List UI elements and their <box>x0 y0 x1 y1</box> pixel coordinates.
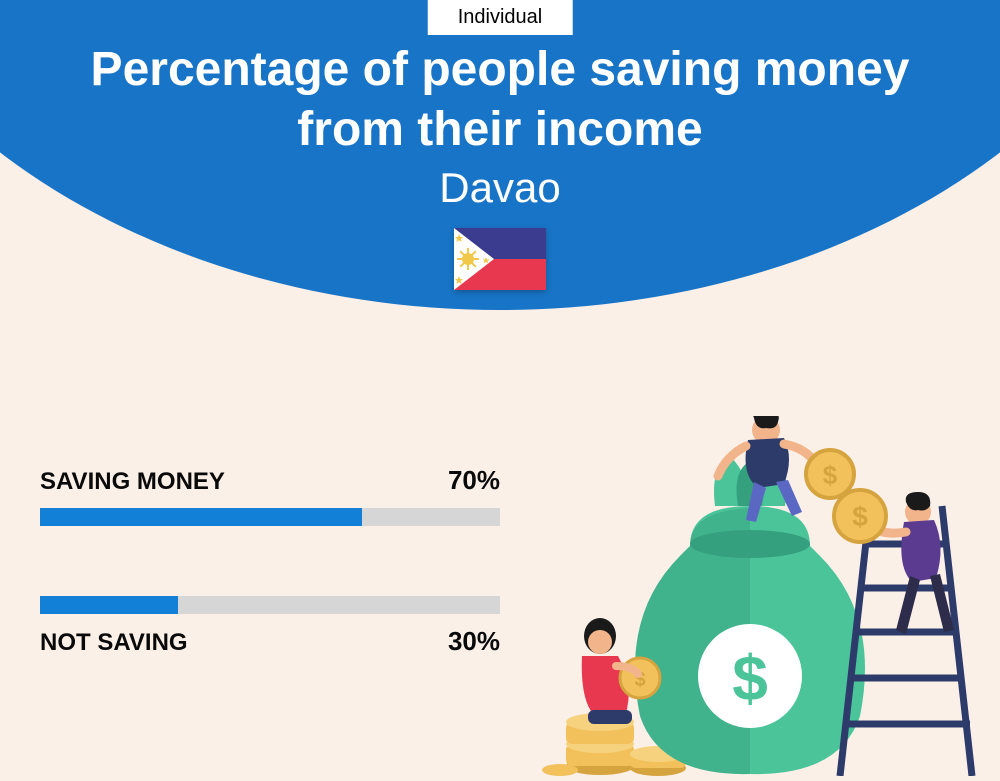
bars-section: SAVING MONEY 70% NOT SAVING 30% <box>40 465 500 727</box>
bar-label: NOT SAVING <box>40 629 188 657</box>
bar-track <box>40 596 500 614</box>
bar-fill <box>40 508 362 526</box>
subtitle-location: Davao <box>0 164 1000 212</box>
bar-track <box>40 508 500 526</box>
bar-fill <box>40 596 178 614</box>
title-block: Percentage of people saving money from t… <box>0 40 1000 212</box>
bar-label: SAVING MONEY <box>40 468 225 496</box>
bar-value: 30% <box>448 626 500 657</box>
main-title: Percentage of people saving money from t… <box>0 40 1000 160</box>
flag-icon <box>454 228 546 290</box>
bar-not-saving: NOT SAVING 30% <box>40 596 500 657</box>
svg-text:$: $ <box>732 642 768 714</box>
bar-saving: SAVING MONEY 70% <box>40 465 500 526</box>
svg-text:$: $ <box>852 501 868 532</box>
svg-text:$: $ <box>823 460 838 490</box>
savings-illustration: $ $ <box>540 416 980 776</box>
bar-value: 70% <box>448 465 500 496</box>
category-badge: Individual <box>428 0 573 35</box>
